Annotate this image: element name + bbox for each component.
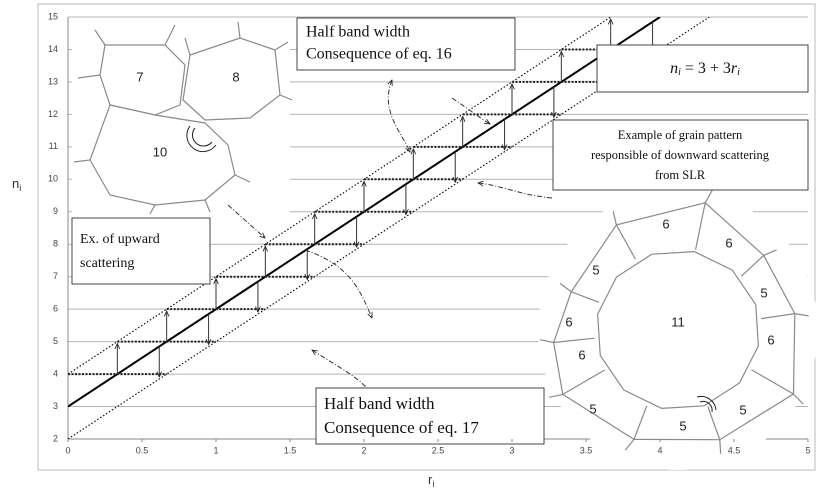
annotation: Consequence of eq. 16 <box>306 46 452 63</box>
x-tick-label: 2.5 <box>432 445 445 455</box>
y-tick-label: 9 <box>53 206 58 216</box>
x-tick-label: 5 <box>805 445 810 455</box>
chart: 7 8 10 116655666555 Half band width Cons… <box>0 0 820 495</box>
grain-label: 6 <box>767 332 774 347</box>
y-tick-label: 12 <box>48 109 58 119</box>
y-tick-label: 4 <box>53 368 58 378</box>
grain-label: 5 <box>589 401 596 416</box>
grain-label: 5 <box>760 285 767 300</box>
y-tick-label: 8 <box>53 239 58 249</box>
annotation: Half band width <box>306 24 410 41</box>
y-tick-label: 3 <box>53 401 58 411</box>
x-tick-label: 3.5 <box>580 445 593 455</box>
y-tick-label: 11 <box>49 141 58 151</box>
y-tick-label: 5 <box>53 336 58 346</box>
grain-label: 6 <box>578 347 585 362</box>
x-tick-label: 0.5 <box>136 445 149 455</box>
x-tick-label: 4.5 <box>728 445 741 455</box>
grain-label: 6 <box>565 314 572 329</box>
annotation: Half band width <box>324 394 435 413</box>
y-tick-label: 15 <box>48 11 58 21</box>
grain-label: 11 <box>671 314 685 329</box>
x-axis-label: ri <box>428 472 434 489</box>
x-tick-label: 3 <box>509 445 514 455</box>
grain-label: 5 <box>592 262 599 277</box>
annotation: from SLR <box>655 168 706 182</box>
annotation: scattering <box>80 256 134 271</box>
x-tick-label: 0 <box>65 445 70 455</box>
y-tick-label: 13 <box>48 76 58 86</box>
annotation: Ex. of upward <box>80 232 160 247</box>
x-tick-label: 1 <box>213 445 218 455</box>
grain-label: 6 <box>725 235 732 250</box>
grain-label: 6 <box>662 216 669 231</box>
annotation: responsible of downward scattering <box>591 148 770 162</box>
grain-label: 5 <box>679 418 686 433</box>
formula: ni = 3 + 3ri <box>670 60 740 79</box>
grain-label: 7 <box>136 69 143 84</box>
annotation: Consequence of eq. 17 <box>324 418 479 437</box>
y-tick-label: 10 <box>48 174 58 184</box>
x-tick-label: 2 <box>361 445 366 455</box>
y-tick-label: 14 <box>48 44 58 54</box>
x-tick-label: 4 <box>657 445 662 455</box>
annotation: Example of grain pattern <box>618 128 743 142</box>
y-axis-label: ni <box>12 176 21 193</box>
grain-label: 5 <box>739 402 746 417</box>
grain-label: 10 <box>153 144 167 159</box>
y-tick-label: 2 <box>53 433 58 443</box>
grain-label: 8 <box>232 69 239 84</box>
y-tick-label: 6 <box>53 304 58 314</box>
y-tick-label: 7 <box>53 271 58 281</box>
grain-center <box>598 252 759 409</box>
x-tick-label: 1.5 <box>284 445 297 455</box>
